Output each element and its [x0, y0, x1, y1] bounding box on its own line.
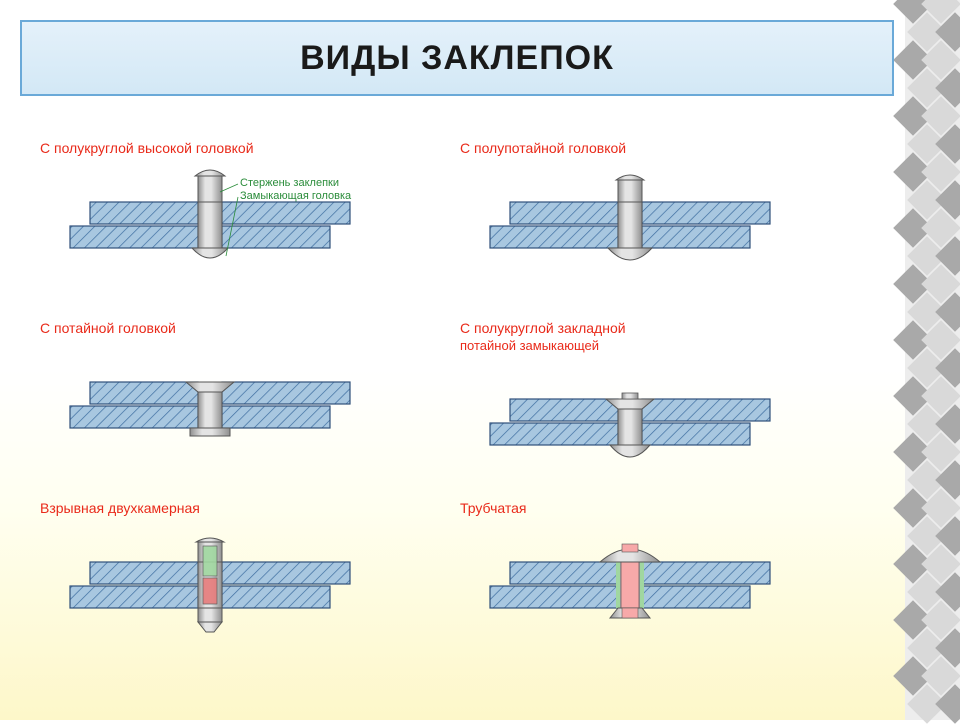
- diagram-area: С полукруглой высокой головкой Стержень з…: [40, 130, 860, 690]
- title-box: ВИДЫ ЗАКЛЕПОК: [20, 20, 894, 96]
- rivet-diagram-high-round: Стержень заклепкиЗамыкающая головка: [40, 160, 420, 290]
- annotation-closing-head: Замыкающая головка: [240, 190, 352, 202]
- rivet-cell-explosive: Взрывная двухкамерная: [40, 500, 420, 655]
- rivet-caption: С полукруглой закладной: [460, 320, 840, 336]
- rivet-diagram-explosive: [40, 520, 420, 650]
- rivet-caption: Взрывная двухкамерная: [40, 500, 420, 516]
- rivet-cell-round-flush: С полукруглой закладной потайной замыкающ…: [460, 320, 840, 492]
- rivet-diagram-half-flush: [460, 160, 840, 290]
- rivet-cell-flush: С потайной головкой: [40, 320, 420, 475]
- side-diamond-strip: [905, 0, 960, 720]
- page-title: ВИДЫ ЗАКЛЕПОК: [300, 39, 614, 78]
- rivet-cell-half-flush: С полупотайной головкой: [460, 140, 840, 295]
- rivet-cell-tubular: Трубчатая: [460, 500, 840, 655]
- rivet-diagram-flush: [40, 340, 420, 470]
- rivet-caption: С полупотайной головкой: [460, 140, 840, 156]
- rivet-caption: С потайной головкой: [40, 320, 420, 336]
- rivet-caption: Трубчатая: [460, 500, 840, 516]
- rivet-diagram-round-flush: [460, 357, 840, 487]
- rivet-caption: С полукруглой высокой головкой: [40, 140, 420, 156]
- rivet-diagram-tubular: [460, 520, 840, 650]
- annotation-shank: Стержень заклепки: [240, 177, 339, 189]
- rivet-caption-line2: потайной замыкающей: [460, 338, 840, 353]
- rivet-cell-high-round: С полукруглой высокой головкой Стержень з…: [40, 140, 420, 295]
